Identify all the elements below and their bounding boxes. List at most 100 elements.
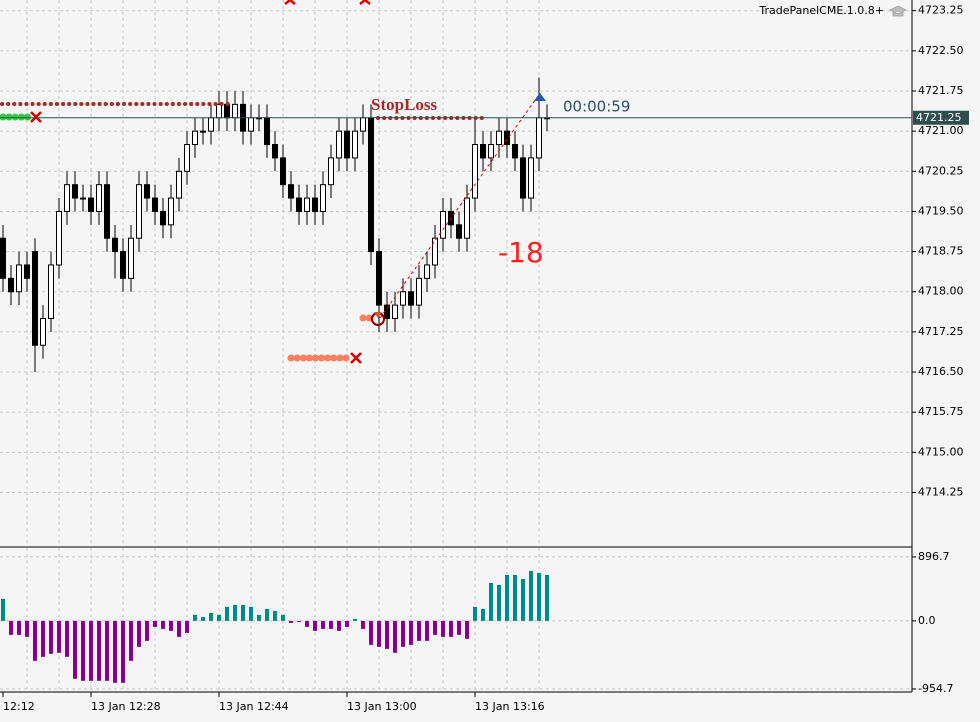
histogram-bar [377, 620, 381, 647]
y-tick-label: 0.0 [918, 614, 936, 627]
candle-body [296, 197, 302, 212]
histogram-bar [193, 614, 197, 621]
histogram-bar [257, 614, 261, 621]
histogram-bar [521, 578, 525, 621]
y-tick-label: 4722.50 [918, 44, 964, 57]
candle-body [408, 291, 414, 306]
candle-body [528, 157, 534, 199]
histogram-bar [345, 620, 349, 627]
candle-body [328, 157, 334, 186]
candle-body [248, 117, 254, 132]
histogram-bar [465, 620, 469, 639]
histogram-bar [57, 620, 61, 653]
histogram-bar [289, 620, 293, 623]
histogram-bar [417, 620, 421, 641]
histogram-bar [481, 608, 485, 621]
y-tick-label: 4718.00 [918, 285, 964, 298]
histogram-bar [233, 604, 237, 621]
histogram-bar [385, 620, 389, 649]
panel-icon [888, 5, 908, 17]
histogram-bar [441, 620, 445, 637]
histogram-bar [89, 620, 93, 681]
candle-body [104, 184, 110, 239]
y-tick-label: 4716.50 [918, 365, 964, 378]
histogram-bar [137, 620, 141, 647]
candle-body [280, 157, 286, 186]
histogram-bar [537, 572, 541, 621]
histogram-bar [297, 620, 301, 622]
panel-label: TradePanelCME.1.0.8+ [758, 4, 884, 17]
histogram-bar [129, 620, 133, 661]
histogram-bar [497, 584, 501, 621]
candle-body [40, 318, 46, 346]
candle-body [272, 144, 278, 159]
histogram-bar [209, 612, 213, 621]
histogram-bar [273, 610, 277, 621]
candle-body [376, 251, 382, 306]
candle-body [168, 197, 174, 226]
histogram-bar [225, 606, 229, 621]
candle-body [368, 117, 374, 253]
y-tick-label: 4715.75 [918, 405, 964, 418]
candle-body [352, 130, 358, 159]
y-tick-label: 4718.75 [918, 245, 964, 258]
histogram-bar [393, 620, 397, 653]
x-tick-label: 13 Jan 12:44 [219, 700, 289, 713]
histogram-bar [217, 614, 221, 621]
candle-body [440, 210, 446, 239]
histogram-bar [449, 620, 453, 637]
histogram-bar [529, 570, 533, 621]
candle-body [24, 264, 30, 279]
candle-body [432, 237, 438, 266]
candle-body [424, 264, 430, 279]
histogram-bar [49, 620, 53, 654]
histogram-bar [249, 606, 253, 621]
candle-body [224, 103, 230, 119]
histogram-bar [329, 620, 333, 629]
histogram-bar [241, 604, 245, 621]
histogram-bar [425, 620, 429, 641]
histogram-bar [41, 620, 45, 657]
histogram-bar [353, 618, 357, 621]
cross [350, 352, 362, 364]
candle-body [504, 130, 510, 146]
candle-body [88, 197, 94, 212]
candle-body [136, 184, 142, 239]
histogram-bar [25, 620, 29, 637]
histogram-bar [121, 620, 125, 683]
candle-body [312, 197, 318, 212]
y-tick-label: 4721.00 [918, 124, 964, 137]
candle-body [192, 130, 198, 146]
histogram-bar [185, 620, 189, 633]
candle-body [160, 210, 166, 226]
candle-body [384, 304, 390, 319]
candle-body [48, 264, 54, 319]
profit-label: -18 [498, 236, 544, 269]
candle-body [456, 224, 462, 239]
histogram-bar [313, 620, 317, 631]
histogram-bar [433, 620, 437, 635]
candle-body [96, 184, 102, 212]
candle-body [128, 237, 134, 279]
candle-body [336, 130, 342, 159]
histogram-bar [145, 620, 149, 641]
candle-body [200, 130, 206, 133]
candle-body [80, 197, 86, 200]
histogram-bar [457, 620, 461, 635]
histogram-bar [545, 574, 549, 621]
candle-body [208, 117, 214, 132]
histogram-bar [177, 620, 181, 637]
candle-body [184, 144, 190, 172]
candle-body [360, 117, 366, 132]
candle-body [464, 197, 470, 239]
y-tick-label: 4719.50 [918, 204, 964, 217]
histogram-bar [73, 620, 77, 679]
candle-body [288, 184, 294, 199]
current-price-label: 4721.25 [916, 111, 962, 124]
candle-body [344, 130, 350, 159]
x-tick-label: 12:12 [3, 700, 35, 713]
histogram-bar [361, 620, 365, 629]
candle-body [32, 251, 38, 346]
candle-body [472, 144, 478, 199]
